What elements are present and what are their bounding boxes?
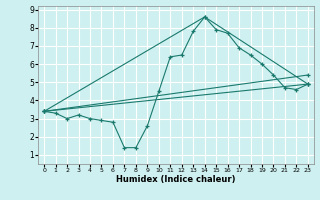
- X-axis label: Humidex (Indice chaleur): Humidex (Indice chaleur): [116, 175, 236, 184]
